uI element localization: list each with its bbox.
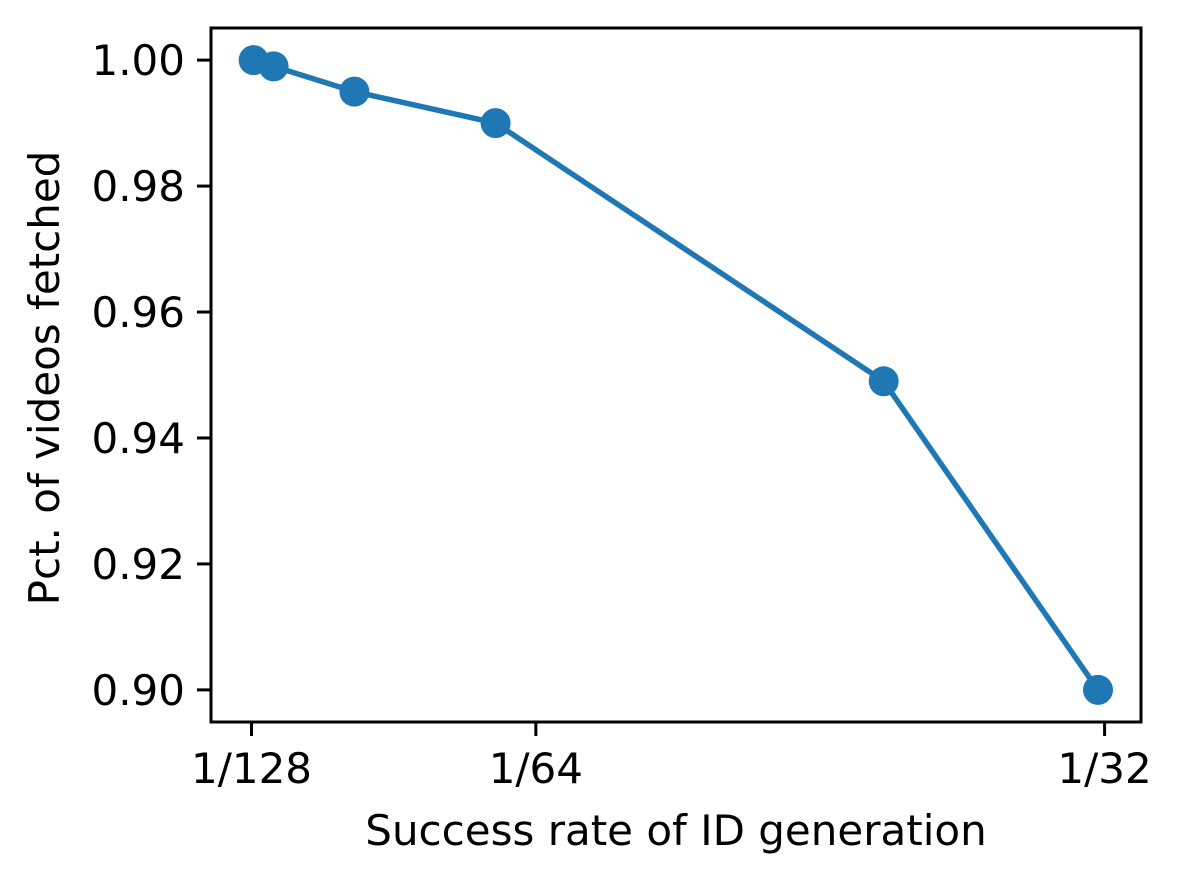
data-point-marker <box>258 51 289 82</box>
y-tick-label: 0.94 <box>91 414 185 463</box>
x-tick-label: 1/64 <box>489 744 583 793</box>
data-point-marker <box>339 76 370 107</box>
y-tick-label: 0.98 <box>91 162 185 211</box>
y-tick-label: 1.00 <box>91 36 185 85</box>
data-point-marker <box>480 108 511 139</box>
x-axis-ticks <box>249 722 1107 736</box>
y-axis-label: Pct. of videos fetched <box>20 151 69 606</box>
y-tick-label: 0.96 <box>91 288 185 337</box>
y-axis-tick-labels: 0.90 0.92 0.94 0.96 0.98 1.00 <box>91 36 185 715</box>
data-point-marker <box>1083 674 1113 705</box>
data-point-marker <box>868 366 899 397</box>
y-tick-label: 0.92 <box>91 540 185 589</box>
x-tick-label: 1/32 <box>1057 744 1151 793</box>
data-points <box>238 45 1113 705</box>
x-axis-tick-labels: 1/128 1/64 1/32 <box>191 744 1152 793</box>
plot-border <box>209 26 1143 724</box>
x-tick-label: 1/128 <box>191 744 312 793</box>
y-tick-label: 0.90 <box>91 666 185 715</box>
y-axis-ticks <box>197 58 211 692</box>
data-line <box>250 57 1101 693</box>
x-axis-label: Success rate of ID generation <box>365 806 986 855</box>
